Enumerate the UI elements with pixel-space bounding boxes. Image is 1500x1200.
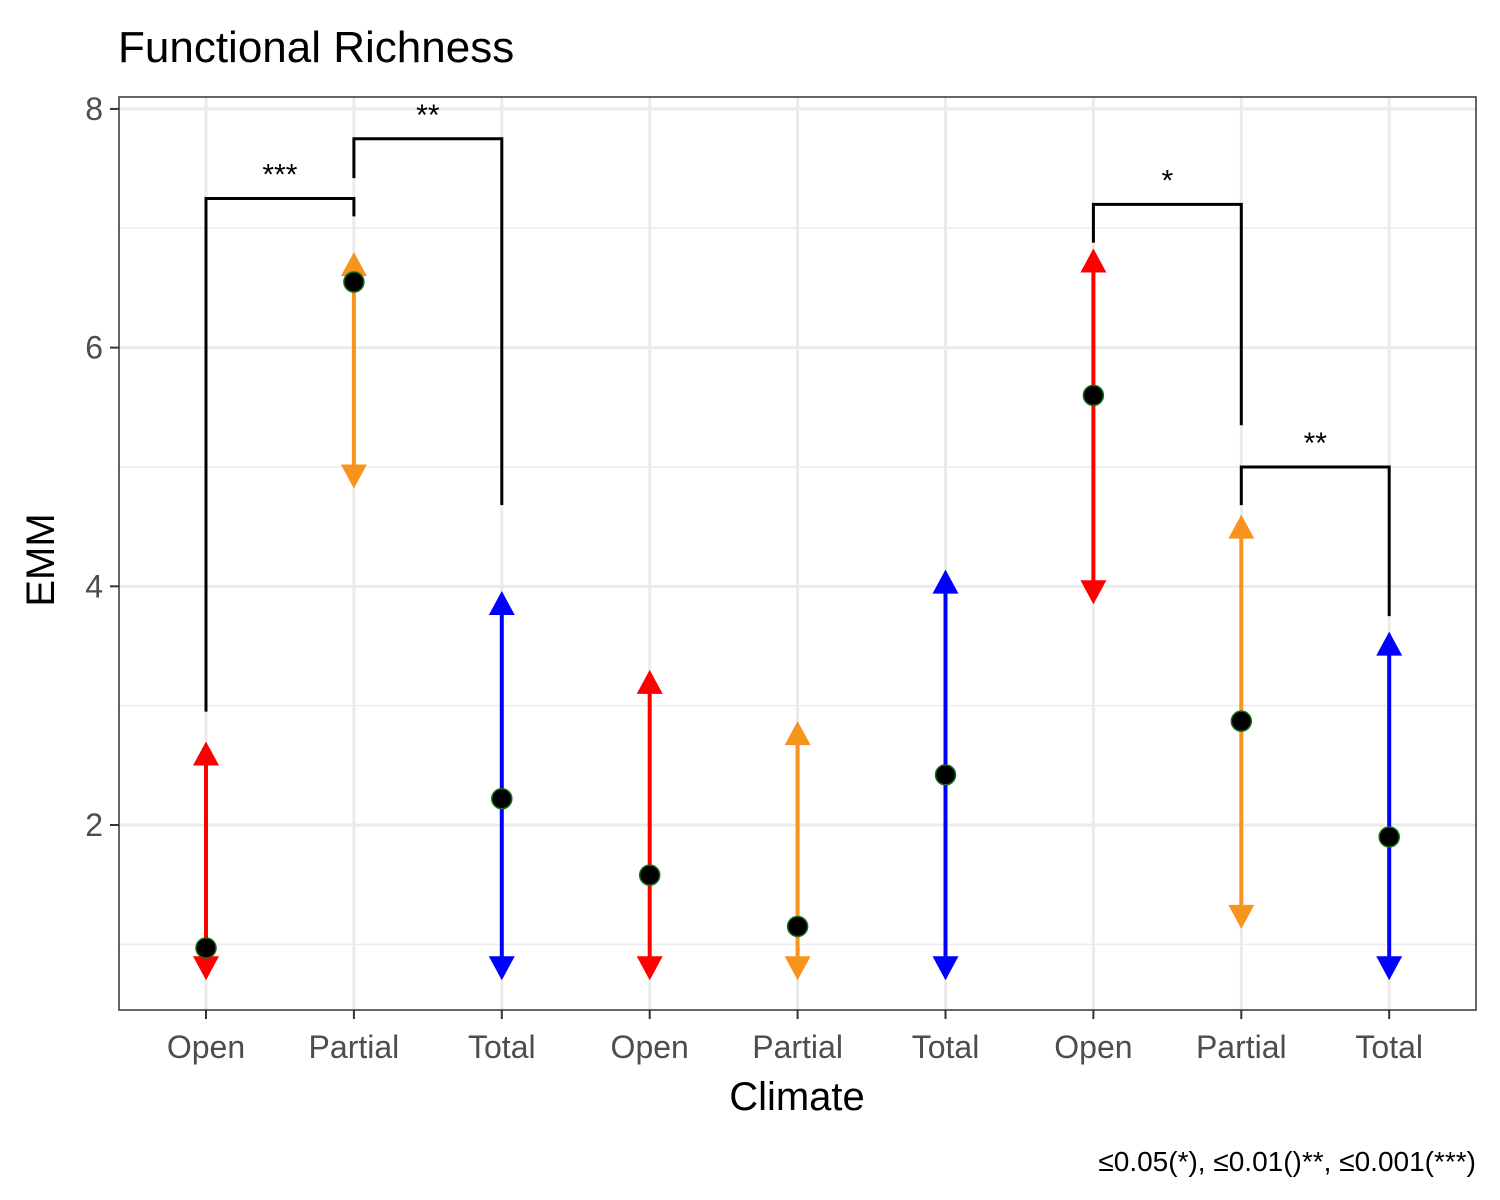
caption: ≤0.05(*), ≤0.01()**, ≤0.001(***) (1098, 1146, 1476, 1177)
data-marks (193, 248, 1403, 981)
x-tick-label: Open (1054, 1029, 1132, 1065)
lower-arrow-icon (1376, 956, 1403, 981)
upper-arrow-icon (636, 669, 663, 694)
emm-point (491, 788, 513, 810)
upper-arrow-icon (1080, 248, 1107, 273)
x-tick-label: Partial (752, 1029, 843, 1065)
upper-arrow-icon (1228, 514, 1255, 539)
y-tick-label: 6 (85, 330, 103, 366)
emm-point (195, 937, 217, 959)
x-axis-title: Climate (729, 1075, 865, 1119)
emm-point (1378, 826, 1400, 848)
emm-point (1082, 384, 1105, 407)
significance-label: ** (416, 99, 440, 132)
panel-border (118, 96, 1477, 1011)
lower-arrow-icon (1228, 904, 1255, 929)
x-tick-label: Open (611, 1029, 689, 1065)
significance-label: ** (1304, 427, 1328, 460)
significance-bracket (1091, 202, 1243, 426)
y-tick-label: 8 (85, 91, 103, 127)
x-tick-label: Partial (309, 1029, 400, 1065)
lower-arrow-icon (1080, 580, 1107, 605)
y-axis: 2 4 6 8 (85, 91, 119, 843)
upper-arrow-icon (784, 721, 811, 746)
emm-point (934, 764, 957, 786)
emm-point (638, 864, 661, 886)
x-tick-label: Open (167, 1029, 245, 1065)
upper-arrow-icon (932, 569, 959, 594)
y-tick-label: 4 (85, 568, 103, 604)
significance-bracket (204, 196, 356, 712)
lower-arrow-icon (340, 464, 367, 489)
emm-point (343, 271, 365, 293)
y-axis-title: EMM (19, 513, 63, 606)
upper-arrow-icon (340, 252, 367, 277)
emm-point (786, 915, 809, 938)
x-tick-label: Total (1355, 1029, 1423, 1065)
significance-bracket (352, 137, 504, 506)
lower-arrow-icon (488, 956, 515, 981)
significance-brackets: ******** (204, 99, 1391, 712)
lower-arrow-icon (932, 956, 959, 981)
x-tick-label: Partial (1196, 1029, 1287, 1065)
x-axis: Open Partial Total Open Partial Total Open Part… (167, 1010, 1423, 1065)
lower-arrow-icon (636, 956, 663, 981)
upper-arrow-icon (1376, 631, 1403, 656)
x-tick-label: Total (468, 1029, 536, 1065)
upper-arrow-icon (488, 591, 515, 616)
x-tick-label: Total (912, 1029, 980, 1065)
significance-bracket (1239, 465, 1391, 617)
lower-arrow-icon (193, 956, 219, 981)
lower-arrow-icon (784, 956, 811, 981)
significance-label: * (1162, 164, 1174, 197)
emm-point (1230, 710, 1253, 732)
upper-arrow-icon (193, 741, 219, 766)
chart-title: Functional Richness (118, 23, 514, 72)
significance-label: *** (262, 158, 297, 191)
y-tick-label: 2 (85, 807, 103, 843)
